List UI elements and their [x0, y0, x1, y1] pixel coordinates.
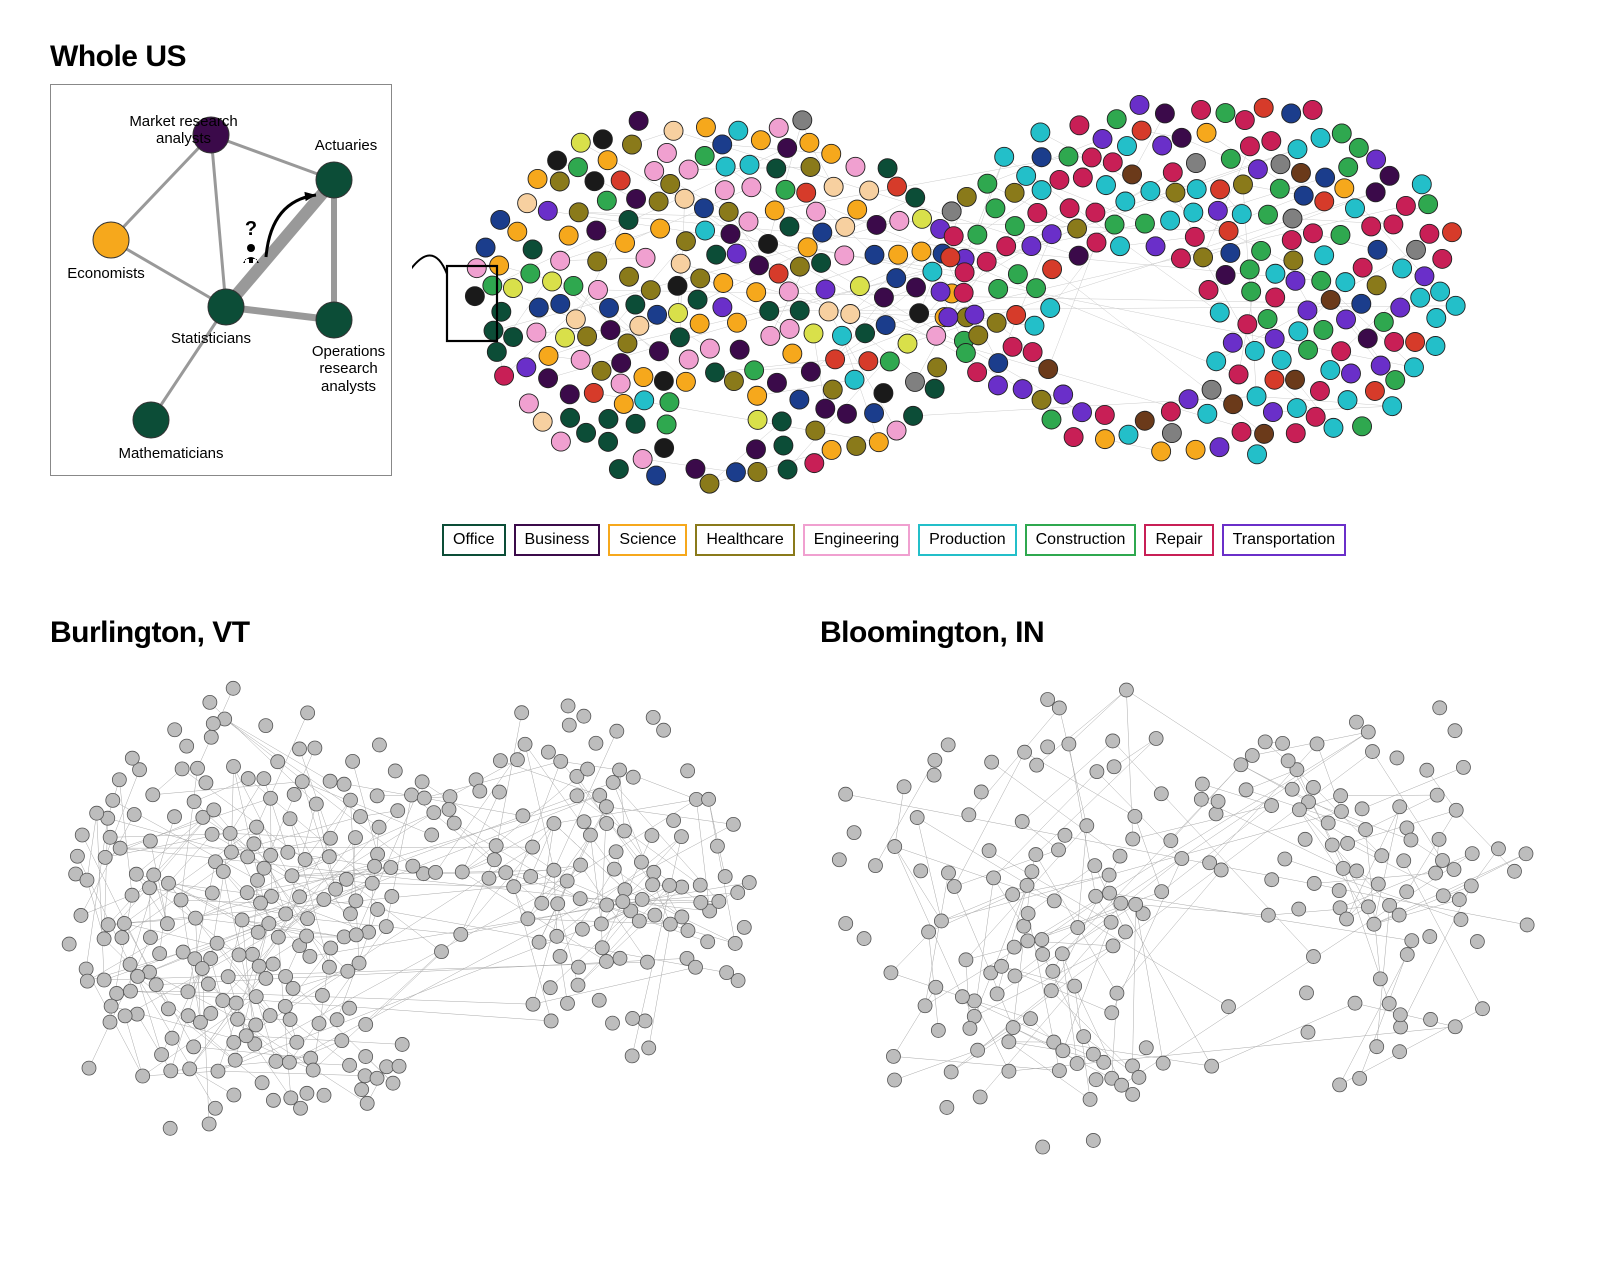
person-question-icon: ?: [243, 218, 259, 263]
legend-row: OfficeBusinessScienceHealthcare Engineeri…: [442, 524, 1550, 556]
inset-diagram: ? Market researchanalystsActuariesEconom…: [50, 84, 392, 476]
inset-edge: [226, 180, 334, 307]
legend-item: Construction: [1025, 524, 1137, 556]
city1-svg: [50, 660, 770, 1160]
title-whole-us: Whole US: [50, 40, 1550, 74]
legend-item: Transportation: [1222, 524, 1347, 556]
inset-edge: [211, 135, 226, 307]
inset-edge: [151, 307, 226, 420]
main-nodes: [465, 95, 1465, 493]
bottom-row: Burlington, VT Bloomington, IN: [50, 616, 1550, 1165]
legend-item: Healthcare: [695, 524, 794, 556]
title-city2: Bloomington, IN: [820, 616, 1550, 650]
top-row: ? Market researchanalystsActuariesEconom…: [50, 84, 1550, 556]
legend-item: Business: [514, 524, 601, 556]
city-nodes: [832, 683, 1534, 1154]
city-nodes: [62, 681, 756, 1135]
main-network-panel: OfficeBusinessScienceHealthcare Engineeri…: [412, 84, 1550, 556]
inset-node: [193, 117, 229, 153]
legend-item: Production: [918, 524, 1017, 556]
inset-svg: ?: [51, 85, 391, 475]
inset-node: [208, 289, 244, 325]
city2-svg: [820, 660, 1540, 1160]
inset-node: [133, 402, 169, 438]
inset-node: [316, 302, 352, 338]
inset-edge: [111, 135, 211, 240]
title-city1: Burlington, VT: [50, 616, 780, 650]
inset-edge: [111, 240, 226, 307]
legend-item: Repair: [1144, 524, 1213, 556]
inset-node: [316, 162, 352, 198]
inset-node: [93, 222, 129, 258]
city-panel-2: Bloomington, IN: [820, 616, 1550, 1165]
connector-line: [412, 255, 447, 276]
legend-item: Science: [608, 524, 687, 556]
legend-item: Engineering: [803, 524, 910, 556]
svg-text:?: ?: [245, 218, 257, 240]
city-panel-1: Burlington, VT: [50, 616, 780, 1165]
legend-item: Office: [442, 524, 506, 556]
main-network-svg: [412, 84, 1472, 504]
inset-edge: [211, 135, 334, 180]
